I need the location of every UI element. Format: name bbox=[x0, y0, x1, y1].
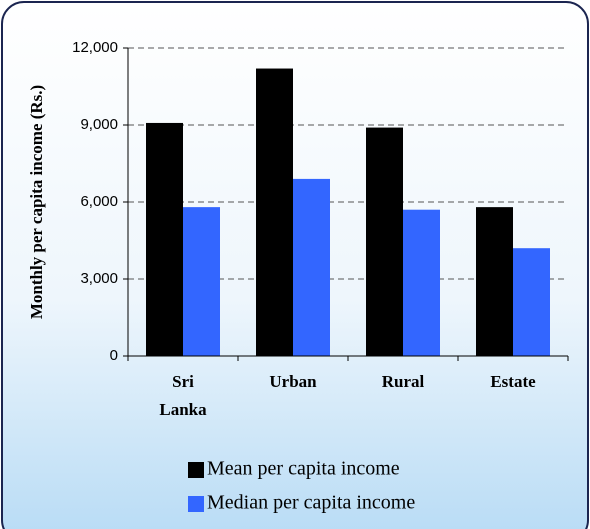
bar bbox=[256, 68, 293, 357]
y-tick-label: 9,000 bbox=[80, 116, 118, 133]
legend-label: Median per capita income bbox=[207, 492, 415, 514]
bar bbox=[403, 209, 440, 356]
legend-swatch bbox=[188, 496, 204, 512]
bar bbox=[476, 207, 513, 356]
y-axis-label: Monthly per capita income (Rs.) bbox=[27, 85, 46, 319]
x-tick-label: Estate bbox=[490, 372, 536, 391]
x-tick-label: Rural bbox=[381, 372, 425, 391]
bar bbox=[146, 122, 183, 357]
bar bbox=[513, 248, 550, 356]
y-tick-label: 3,000 bbox=[80, 270, 118, 287]
y-tick-label: 12,000 bbox=[72, 39, 118, 56]
y-tick-label: 0 bbox=[110, 347, 118, 364]
bar bbox=[293, 178, 330, 356]
legend-swatch bbox=[188, 462, 204, 478]
bar bbox=[366, 127, 403, 356]
y-tick-label: 6,000 bbox=[80, 193, 118, 210]
x-tick-label: Urban bbox=[269, 372, 317, 391]
bar bbox=[183, 207, 220, 356]
legend-label: Mean per capita income bbox=[207, 458, 400, 480]
x-tick-label: Sri Lanka bbox=[159, 372, 207, 419]
